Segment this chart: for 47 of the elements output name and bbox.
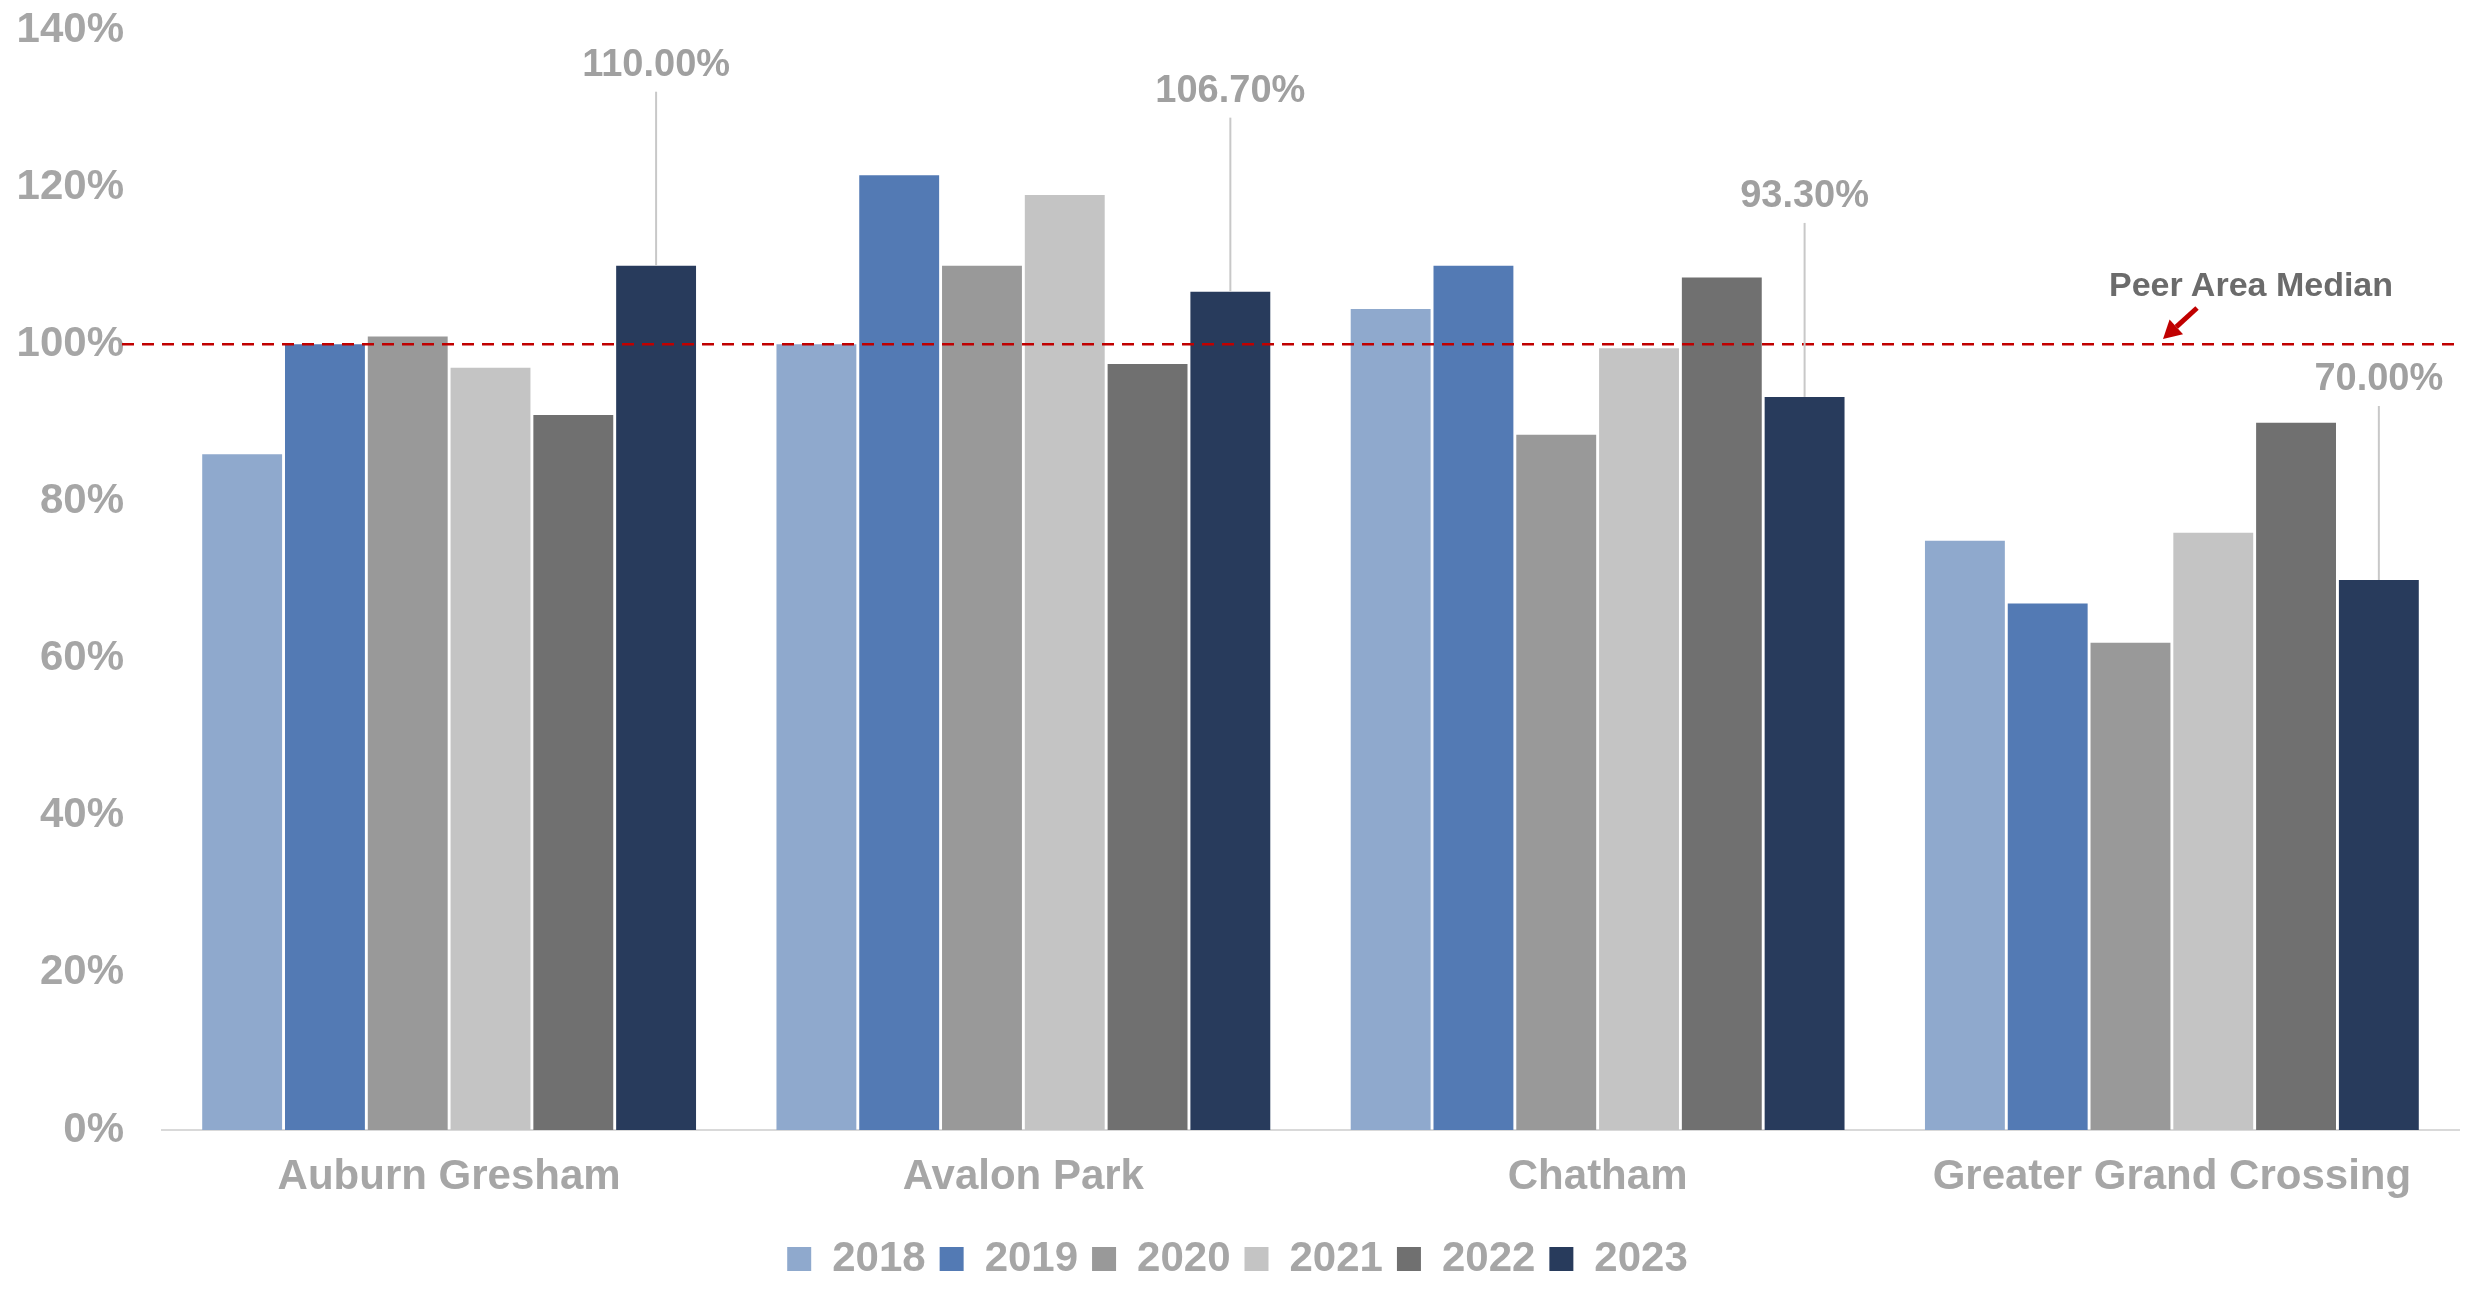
y-tick-label: 120% xyxy=(16,160,124,208)
bar xyxy=(1024,195,1105,1130)
x-tick-label: Greater Grand Crossing xyxy=(1932,1150,2412,1198)
legend-label: 2020 xyxy=(1137,1232,1231,1280)
y-tick-label: 20% xyxy=(39,946,124,994)
x-tick-label: Auburn Gresham xyxy=(277,1150,621,1198)
bar xyxy=(2338,580,2419,1130)
y-tick-label: 0% xyxy=(63,1103,124,1151)
legend-label: 2018 xyxy=(832,1232,926,1280)
bar xyxy=(1107,363,1188,1130)
y-tick-label: 40% xyxy=(39,789,124,837)
bar xyxy=(1599,348,1679,1130)
bar xyxy=(367,336,448,1130)
data-label: 93.30% xyxy=(1740,173,1870,216)
legend-label: 2019 xyxy=(984,1232,1079,1280)
data-label: 106.70% xyxy=(1155,68,1306,111)
bar xyxy=(1764,396,1845,1130)
x-tick-label: Avalon Park xyxy=(902,1150,1145,1198)
bar xyxy=(1924,540,2005,1130)
data-label: 70.00% xyxy=(2314,356,2444,399)
legend-label: 2021 xyxy=(1289,1232,1383,1280)
y-tick-label: 60% xyxy=(39,632,124,680)
data-label: 110.00% xyxy=(582,42,731,85)
bar xyxy=(859,175,940,1130)
bar xyxy=(776,344,857,1130)
x-tick-label: Chatham xyxy=(1507,1150,1688,1198)
bar xyxy=(2173,532,2254,1130)
bar xyxy=(202,454,283,1130)
bar xyxy=(1350,308,1431,1130)
bar xyxy=(1516,434,1597,1130)
bar xyxy=(533,415,614,1130)
y-tick-label: 80% xyxy=(39,475,124,523)
bar xyxy=(2256,422,2336,1130)
bar xyxy=(1681,277,1762,1130)
bar xyxy=(616,265,697,1130)
bar xyxy=(1190,291,1271,1130)
bar xyxy=(450,367,531,1130)
y-tick-label: 140% xyxy=(16,3,124,51)
bar xyxy=(2090,642,2171,1130)
bar xyxy=(285,344,365,1130)
legend-label: 2022 xyxy=(1441,1232,1536,1280)
legend-label: 2023 xyxy=(1594,1232,1688,1280)
ref-line-label: Peer Area Median xyxy=(2108,264,2394,303)
y-tick-label: 100% xyxy=(16,317,124,365)
bar xyxy=(1433,265,1514,1130)
bar xyxy=(2007,603,2088,1130)
bar xyxy=(942,265,1022,1130)
